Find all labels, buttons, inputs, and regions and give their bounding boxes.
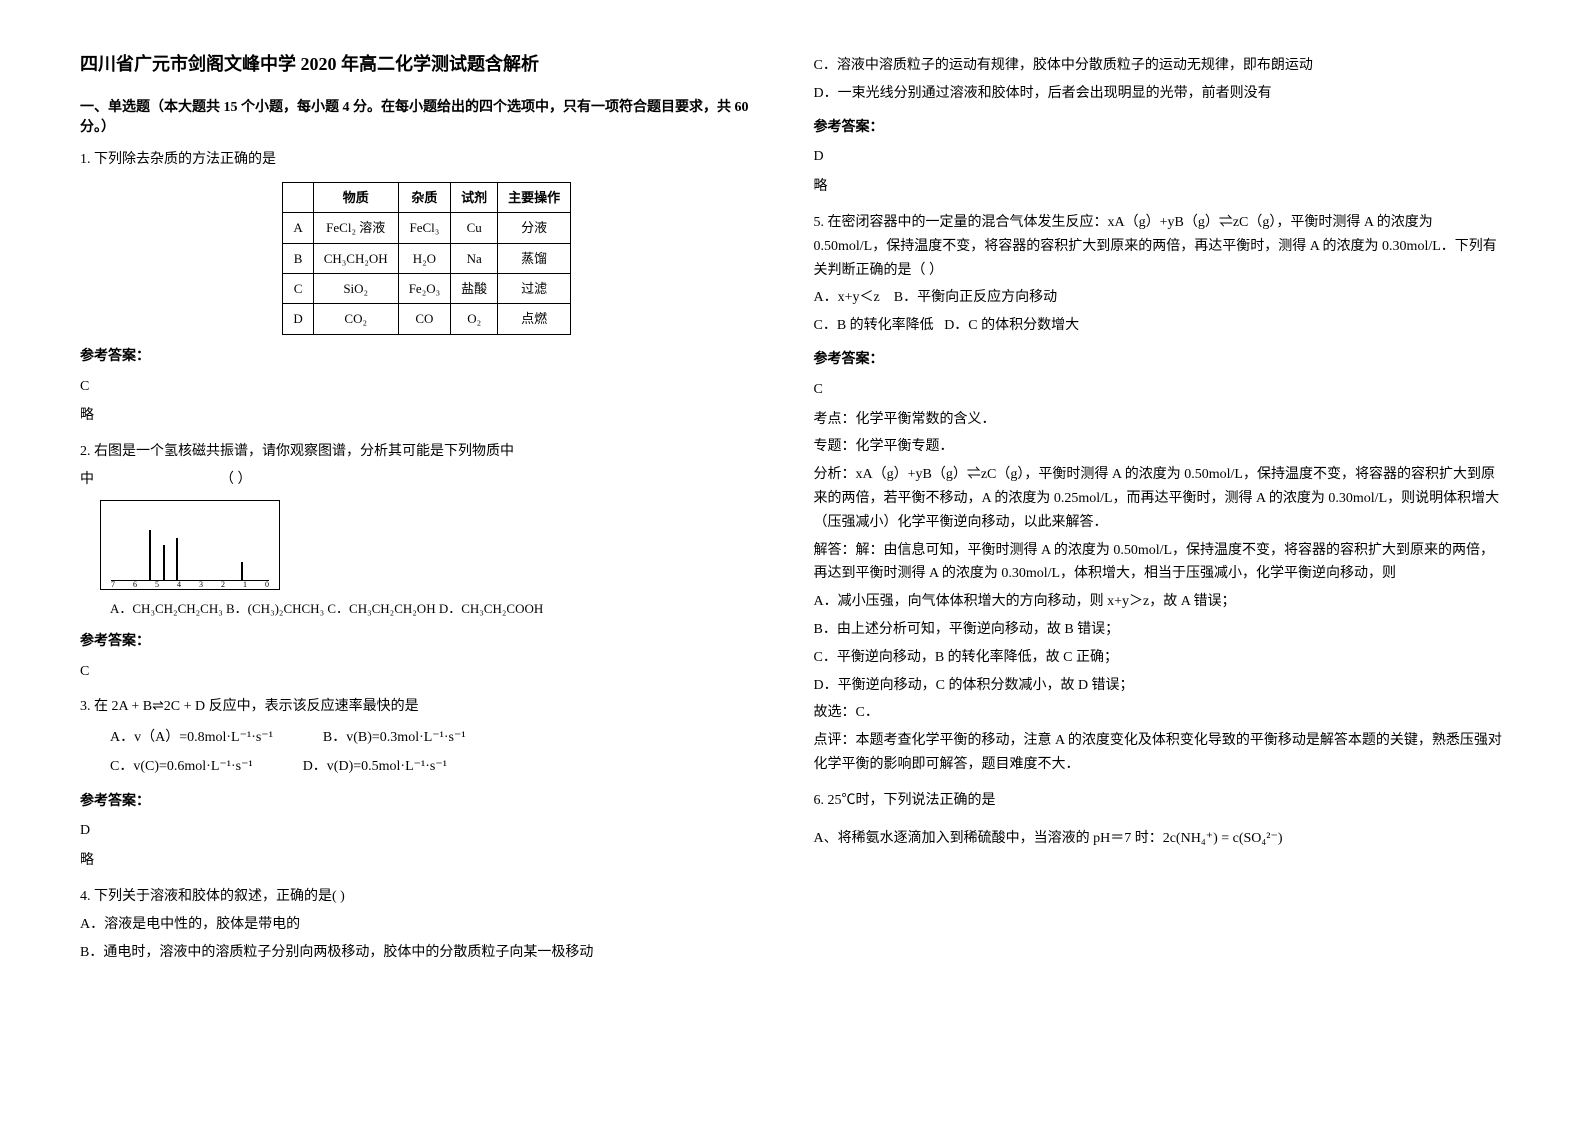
- q4-optA: A．溶液是电中性的，胶体是带电的: [80, 913, 774, 937]
- th-impurity: 杂质: [398, 182, 450, 212]
- q5-jdA: A．减小压强，向气体体积增大的方向移动，则 x+y＞z，故 A 错误；: [814, 590, 1508, 614]
- q1-stem: 1. 下列除去杂质的方法正确的是: [80, 148, 774, 172]
- answer-label: 参考答案：: [80, 345, 774, 369]
- section-header: 一、单选题（本大题共 15 个小题，每小题 4 分。在每小题给出的四个选项中，只…: [80, 96, 774, 136]
- q3-optB: B．v(B)=0.3mol·L⁻¹·s⁻¹: [323, 725, 466, 750]
- table-row: C SiO₂ Fe₂O₃ 盐酸 过滤: [283, 273, 571, 303]
- q2-stem: 2. 右图是一个氢核磁共振谱，请你观察图谱，分析其可能是下列物质中: [80, 444, 514, 459]
- answer-label: 参考答案：: [814, 348, 1508, 372]
- q2-answer: C: [80, 660, 774, 684]
- q5-optC: C．B 的转化率降低: [814, 318, 934, 333]
- q4-optD: D．一束光线分别通过溶液和胶体时，后者会出现明显的光带，前者则没有: [814, 82, 1508, 106]
- q3-optC: C．v(C)=0.6mol·L⁻¹·s⁻¹: [110, 754, 253, 779]
- table-row: D CO₂ CO O₂ 点燃: [283, 304, 571, 334]
- th-operation: 主要操作: [498, 182, 571, 212]
- question-5: 5. 在密闭容器中的一定量的混合气体发生反应：xA（g）+yB（g）⇌zC（g）…: [814, 211, 1508, 777]
- th-blank: [283, 182, 313, 212]
- page-title: 四川省广元市剑阁文峰中学 2020 年高二化学测试题含解析: [80, 50, 774, 76]
- q5-optA: A．x+y＜z: [814, 290, 880, 305]
- q4-note: 略: [814, 175, 1508, 199]
- q3-answer: D: [80, 819, 774, 843]
- nmr-spectrum: 7 6 5 4 3 2 1 0: [100, 500, 280, 590]
- q5-optB: B．平衡向正反应方向移动: [894, 290, 1057, 305]
- q5-answer: C: [814, 378, 1508, 402]
- q5-jdC: C．平衡逆向移动，B 的转化率降低，故 C 正确；: [814, 646, 1508, 670]
- q5-jdD: D．平衡逆向移动，C 的体积分数减小，故 D 错误；: [814, 674, 1508, 698]
- th-reagent: 试剂: [451, 182, 498, 212]
- q2-paren: （ ）: [220, 472, 252, 487]
- nmr-peak: [241, 562, 243, 580]
- nmr-peak: [163, 545, 165, 580]
- question-1: 1. 下列除去杂质的方法正确的是 物质 杂质 试剂 主要操作 A FeCl₂ 溶…: [80, 148, 774, 428]
- answer-label: 参考答案：: [80, 630, 774, 654]
- question-2: 2. 右图是一个氢核磁共振谱，请你观察图谱，分析其可能是下列物质中 中 （ ） …: [80, 440, 774, 683]
- table-row: B CH₃CH₂OH H₂O Na 蒸馏: [283, 243, 571, 273]
- answer-label: 参考答案：: [814, 116, 1508, 140]
- table-row: A FeCl₂ 溶液 FeCl₃ Cu 分液: [283, 213, 571, 243]
- left-column: 四川省广元市剑阁文峰中学 2020 年高二化学测试题含解析 一、单选题（本大题共…: [60, 50, 794, 1072]
- q3-optD: D．v(D)=0.5mol·L⁻¹·s⁻¹: [303, 754, 447, 779]
- q5-jdB: B．由上述分析可知，平衡逆向移动，故 B 错误；: [814, 618, 1508, 642]
- nmr-ticks: 7 6 5 4 3 2 1 0: [111, 578, 269, 592]
- answer-label: 参考答案：: [80, 790, 774, 814]
- question-4: 4. 下列关于溶液和胶体的叙述，正确的是( ) A．溶液是电中性的，胶体是带电的…: [80, 885, 774, 964]
- q5-kaodian: 考点：化学平衡常数的含义．: [814, 408, 1508, 432]
- q3-stem: 3. 在 2A + B⇌2C + D 反应中，表示该反应速率最快的是: [80, 695, 774, 719]
- q4-answer: D: [814, 145, 1508, 169]
- q6-optA: A、将稀氨水逐滴加入到稀硫酸中，当溶液的 pH＝7 时：2c(NH₄⁺) = c…: [814, 827, 1508, 851]
- q3-optA: A．v（A）=0.8mol·L⁻¹·s⁻¹: [110, 725, 273, 750]
- q5-jieda-intro: 解答：解：由信息可知，平衡时测得 A 的浓度为 0.50mol/L，保持温度不变…: [814, 539, 1508, 587]
- q5-zhuanti: 专题：化学平衡专题．: [814, 435, 1508, 459]
- nmr-peak: [176, 538, 178, 580]
- q3-note: 略: [80, 849, 774, 873]
- q1-note: 略: [80, 404, 774, 428]
- q5-guxuan: 故选：C．: [814, 701, 1508, 725]
- nmr-peak: [149, 530, 151, 580]
- q4-optC: C．溶液中溶质粒子的运动有规律，胶体中分散质粒子的运动无规律，即布朗运动: [814, 54, 1508, 78]
- q1-answer: C: [80, 375, 774, 399]
- impurity-table: 物质 杂质 试剂 主要操作 A FeCl₂ 溶液 FeCl₃ Cu 分液 B C…: [282, 182, 571, 335]
- question-3: 3. 在 2A + B⇌2C + D 反应中，表示该反应速率最快的是 A．v（A…: [80, 695, 774, 873]
- th-material: 物质: [313, 182, 398, 212]
- q4-optB: B．通电时，溶液中的溶质粒子分别向两极移动，胶体中的分散质粒子向某一极移动: [80, 941, 774, 965]
- q2-options: A．CH₃CH₂CH₂CH₃ B．(CH₃)₂CHCH₃ C．CH₃CH₂CH₂…: [110, 598, 774, 620]
- q5-optD: D．C 的体积分数增大: [944, 318, 1079, 333]
- question-6: 6. 25℃时，下列说法正确的是 A、将稀氨水逐滴加入到稀硫酸中，当溶液的 pH…: [814, 789, 1508, 851]
- q5-stem: 5. 在密闭容器中的一定量的混合气体发生反应：xA（g）+yB（g）⇌zC（g）…: [814, 211, 1508, 282]
- right-column: C．溶液中溶质粒子的运动有规律，胶体中分散质粒子的运动无规律，即布朗运动 D．一…: [794, 50, 1528, 1072]
- q4-stem: 4. 下列关于溶液和胶体的叙述，正确的是( ): [80, 885, 774, 909]
- q6-stem: 6. 25℃时，下列说法正确的是: [814, 789, 1508, 813]
- q5-fenxi: 分析：xA（g）+yB（g）⇌zC（g），平衡时测得 A 的浓度为 0.50mo…: [814, 463, 1508, 534]
- q5-dianping: 点评：本题考查化学平衡的移动，注意 A 的浓度变化及体积变化导致的平衡移动是解答…: [814, 729, 1508, 777]
